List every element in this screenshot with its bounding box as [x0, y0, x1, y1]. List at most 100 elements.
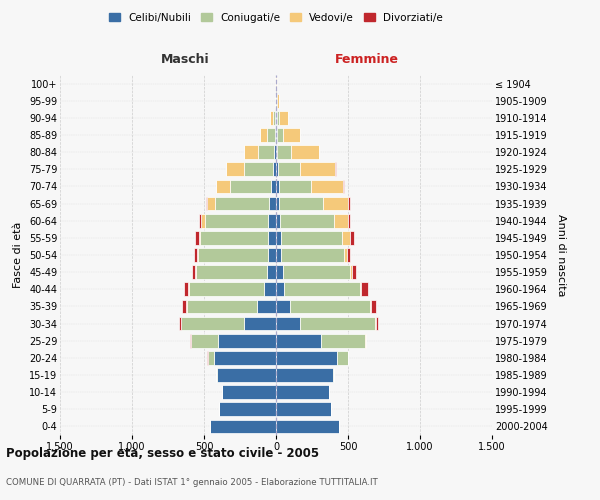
Bar	[258, 146, 274, 159]
Bar	[179, 316, 181, 330]
Bar	[277, 111, 279, 124]
Bar	[344, 248, 347, 262]
Bar	[200, 231, 268, 244]
Bar	[348, 214, 350, 228]
Bar	[276, 420, 338, 434]
Text: Femmine: Femmine	[335, 52, 399, 66]
Bar	[264, 282, 276, 296]
Bar	[191, 334, 218, 347]
Bar	[276, 402, 331, 416]
Bar	[208, 351, 214, 364]
Bar	[184, 282, 188, 296]
Bar	[195, 266, 196, 279]
Bar	[280, 214, 334, 228]
Bar	[311, 180, 343, 194]
Bar	[283, 266, 350, 279]
Bar	[281, 231, 342, 244]
Bar	[268, 248, 276, 262]
Bar	[276, 248, 281, 262]
Bar	[273, 111, 275, 124]
Bar	[244, 162, 273, 176]
Bar	[360, 282, 361, 296]
Bar	[283, 128, 300, 142]
Bar	[189, 282, 264, 296]
Bar	[195, 231, 199, 244]
Bar	[269, 196, 276, 210]
Bar	[276, 266, 283, 279]
Bar	[217, 368, 276, 382]
Text: COMUNE DI QUARRATA (PT) - Dati ISTAT 1° gennaio 2005 - Elaborazione TUTTITALIA.I: COMUNE DI QUARRATA (PT) - Dati ISTAT 1° …	[6, 478, 378, 487]
Bar	[371, 300, 376, 314]
Bar	[196, 266, 266, 279]
Bar	[276, 128, 277, 142]
Bar	[290, 300, 370, 314]
Bar	[197, 248, 198, 262]
Bar	[199, 214, 202, 228]
Bar	[300, 316, 376, 330]
Bar	[276, 196, 279, 210]
Bar	[276, 214, 280, 228]
Bar	[350, 231, 354, 244]
Bar	[278, 162, 300, 176]
Bar	[215, 196, 269, 210]
Bar	[279, 111, 287, 124]
Legend: Celibi/Nubili, Coniugati/e, Vedovi/e, Divorziati/e: Celibi/Nubili, Coniugati/e, Vedovi/e, Di…	[109, 12, 443, 22]
Text: Popolazione per età, sesso e stato civile - 2005: Popolazione per età, sesso e stato civil…	[6, 448, 319, 460]
Bar	[291, 146, 319, 159]
Bar	[276, 180, 278, 194]
Bar	[192, 266, 195, 279]
Bar	[334, 214, 348, 228]
Bar	[194, 248, 197, 262]
Bar	[216, 180, 230, 194]
Bar	[202, 214, 205, 228]
Bar	[270, 111, 273, 124]
Bar	[352, 266, 356, 279]
Text: Maschi: Maschi	[161, 52, 209, 66]
Bar	[323, 196, 348, 210]
Bar	[226, 162, 244, 176]
Bar	[275, 128, 276, 142]
Bar	[277, 128, 283, 142]
Bar	[348, 196, 350, 210]
Bar	[271, 180, 276, 194]
Bar	[211, 420, 276, 434]
Bar	[376, 316, 378, 330]
Bar	[276, 334, 322, 347]
Bar	[260, 128, 267, 142]
Bar	[207, 196, 215, 210]
Bar	[322, 334, 365, 347]
Bar	[276, 386, 329, 399]
Bar	[222, 386, 276, 399]
Bar	[276, 162, 278, 176]
Bar	[244, 146, 258, 159]
Bar	[198, 248, 268, 262]
Bar	[300, 162, 335, 176]
Y-axis label: Fasce di età: Fasce di età	[13, 222, 23, 288]
Bar	[276, 146, 277, 159]
Bar	[361, 282, 368, 296]
Bar	[218, 334, 276, 347]
Bar	[333, 368, 334, 382]
Bar	[274, 146, 276, 159]
Bar	[276, 231, 281, 244]
Bar	[281, 248, 344, 262]
Bar	[267, 128, 275, 142]
Bar	[206, 196, 207, 210]
Bar	[284, 282, 360, 296]
Bar	[342, 231, 350, 244]
Bar	[347, 248, 350, 262]
Bar	[337, 351, 348, 364]
Bar	[266, 266, 276, 279]
Bar	[350, 266, 352, 279]
Bar	[268, 231, 276, 244]
Bar	[278, 180, 311, 194]
Bar	[244, 316, 276, 330]
Bar	[181, 316, 244, 330]
Bar	[276, 316, 300, 330]
Bar	[277, 94, 279, 108]
Bar	[230, 180, 271, 194]
Bar	[273, 162, 276, 176]
Bar	[279, 196, 323, 210]
Bar	[187, 300, 257, 314]
Bar	[214, 351, 276, 364]
